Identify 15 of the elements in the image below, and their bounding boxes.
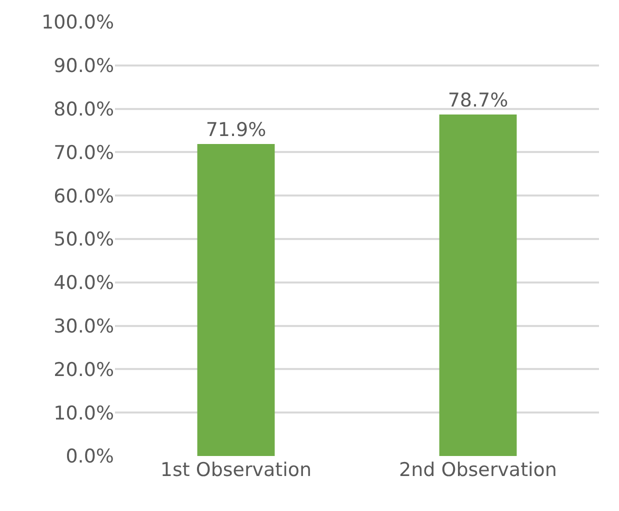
x-tick-label: 1st Observation [160,459,312,481]
data-label: 71.9% [206,118,266,141]
y-tick-label: 50.0% [54,228,114,251]
y-tick-label: 60.0% [54,185,114,208]
data-label: 78.7% [448,89,508,112]
y-tick-label: 40.0% [54,272,114,294]
y-tick-label: 10.0% [54,402,114,424]
y-tick-label: 70.0% [54,142,114,164]
x-tick-label: 2nd Observation [399,459,557,481]
y-tick-label: 90.0% [54,55,114,78]
y-tick-label: 0.0% [66,446,114,468]
y-tick-label: 20.0% [54,358,114,381]
y-tick-label: 100.0% [42,12,114,34]
y-tick-label: 30.0% [54,315,114,338]
y-tick-label: 80.0% [54,98,114,120]
